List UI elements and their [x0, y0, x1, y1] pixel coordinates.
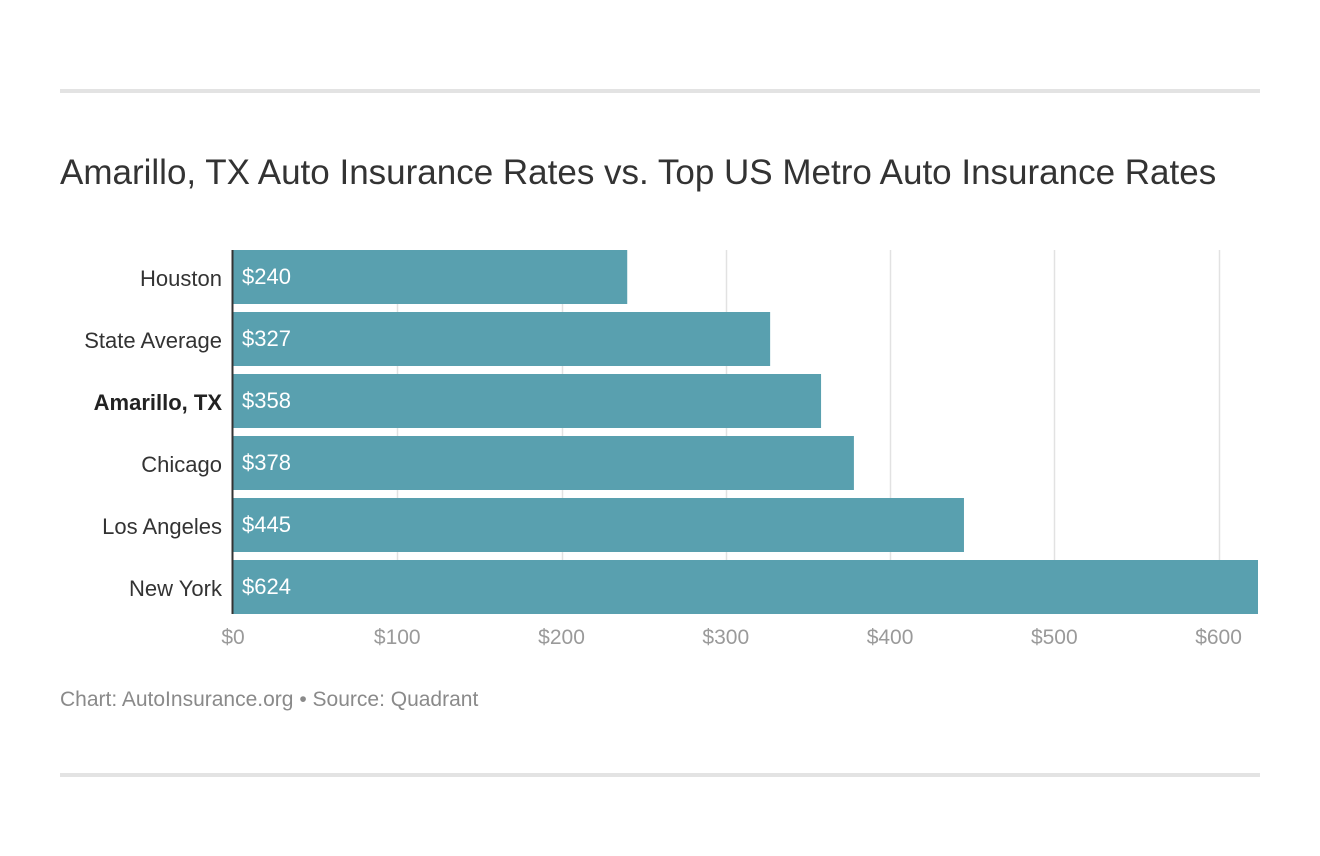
bar-value-label: $327: [242, 326, 291, 351]
x-axis-ticks: $0 $100 $200 $300 $400 $500 $600: [221, 626, 1242, 649]
bar: [233, 436, 854, 490]
x-tick-label: $0: [221, 626, 244, 649]
category-label: New York: [129, 576, 223, 601]
chart-credit: Chart: AutoInsurance.org: [60, 688, 294, 711]
chart-title: Amarillo, TX Auto Insurance Rates vs. To…: [60, 153, 1217, 192]
gridlines: [396, 250, 1221, 614]
category-label: Amarillo, TX: [94, 390, 223, 415]
x-tick-label: $600: [1195, 626, 1242, 649]
bar: [233, 250, 628, 304]
x-tick-label: $300: [702, 626, 749, 649]
source-credit: Source: Quadrant: [312, 688, 479, 711]
category-label: Los Angeles: [102, 514, 222, 539]
category-labels: Houston State Average Amarillo, TX Chicago L…: [84, 266, 223, 601]
x-tick-label: $400: [867, 626, 914, 649]
bars: $240 $327 $358 $378 $445 $624: [233, 250, 1258, 614]
bar-value-label: $358: [242, 388, 291, 413]
bar-value-label: $445: [242, 512, 291, 537]
category-label: Chicago: [141, 452, 222, 477]
footer-separator: •: [299, 688, 307, 711]
bar: [233, 498, 964, 552]
top-divider: [60, 89, 1260, 93]
bar: [233, 312, 771, 366]
category-label: State Average: [84, 328, 222, 353]
x-tick-label: $200: [538, 626, 585, 649]
x-tick-label: $100: [374, 626, 421, 649]
bar-value-label: $240: [242, 264, 291, 289]
chart-footer: Chart: AutoInsurance.org • Source: Quadr…: [60, 688, 478, 712]
bar-value-label: $624: [242, 574, 291, 599]
x-tick-label: $500: [1031, 626, 1078, 649]
bar-value-label: $378: [242, 450, 291, 475]
bar: [233, 560, 1258, 614]
bottom-divider: [60, 773, 1260, 777]
category-label: Houston: [140, 266, 222, 291]
bar: [233, 374, 822, 428]
